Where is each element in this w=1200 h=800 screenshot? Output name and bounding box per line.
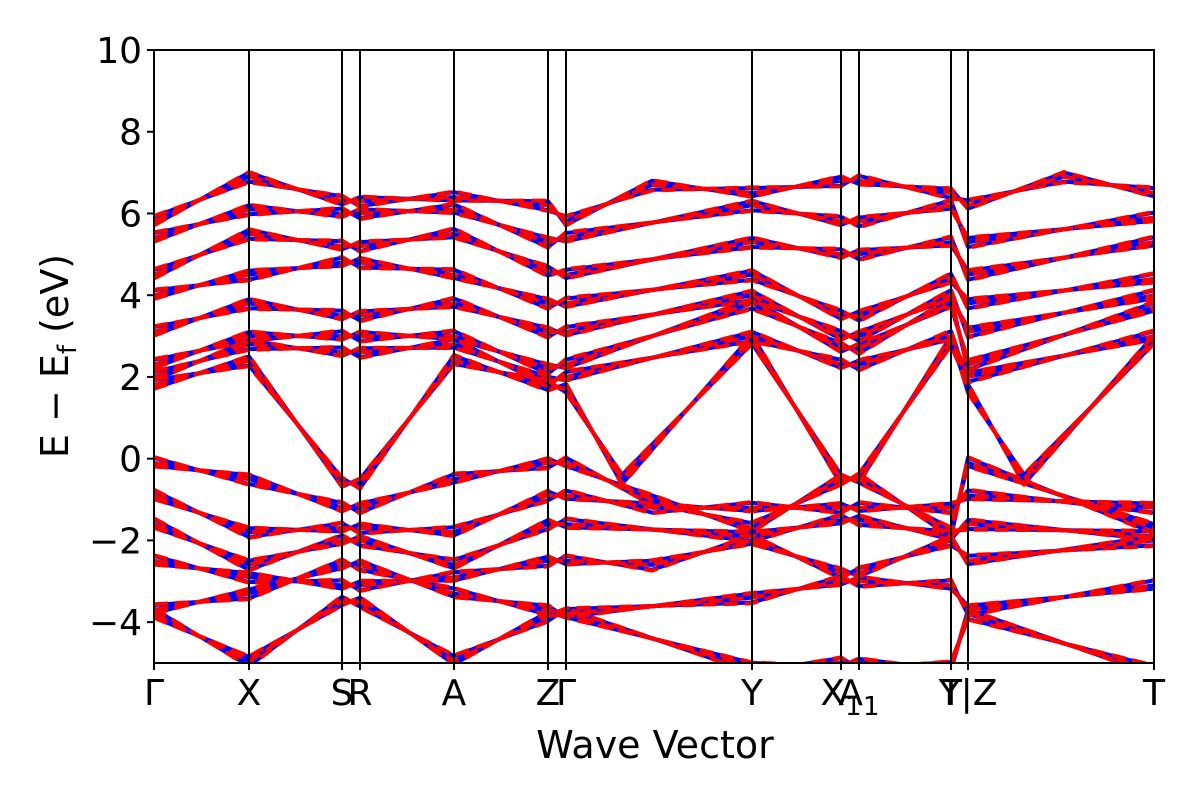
band-line-red-5-2 [154, 456, 1154, 534]
kpoint-lines [248, 50, 969, 663]
x-tick-label-11: Y|Z [938, 673, 998, 714]
band-line-red-2-2 [154, 533, 1154, 592]
y-tick-label-2: 0 [119, 440, 142, 481]
x-tick-label-5: Z [536, 673, 561, 714]
x-tick-label-1: X [237, 673, 262, 714]
x-tick-label-12: T [1142, 673, 1166, 714]
band-line-red-13-2 [154, 170, 1154, 228]
y-tick-label-7: 10 [96, 31, 142, 72]
band-line-red-6-0 [154, 338, 1154, 486]
y-axis-label-sub: f [53, 344, 83, 354]
band-line-red-12-2 [154, 198, 1154, 244]
y-tick-label-5: 6 [119, 194, 142, 235]
band-line-red-6-2 [154, 333, 1154, 489]
y-axis-label-unit: (eV) [33, 254, 77, 345]
y-tick-label-1: −2 [89, 521, 142, 562]
plot-area [153, 49, 1155, 664]
band-line-blue-0-0 [154, 599, 1135, 663]
x-tick-label-3: R [347, 673, 372, 714]
y-tick-label-0: −4 [89, 603, 142, 644]
x-tick-label-10: T [939, 673, 963, 714]
x-tick-label-6: Γ [556, 673, 576, 714]
y-axis: −4 −2 0 2 4 6 8 10 [89, 31, 154, 644]
plot-frame [153, 49, 1155, 664]
x-axis-label: Wave Vector [536, 723, 774, 767]
x-tick-label-2: S [331, 673, 354, 714]
x-tick-label-0: Γ [144, 673, 164, 714]
y-tick-label-3: 2 [119, 358, 142, 399]
band-line-red-5-1 [154, 455, 1154, 540]
y-tick-label-4: 4 [119, 276, 142, 317]
bands-group [154, 170, 1154, 663]
band-line-blue-13-2 [154, 170, 1154, 227]
x-tick-label-8: X1 [820, 673, 861, 722]
band-line-red-0-0 [154, 599, 1135, 663]
y-tick-label-6: 8 [119, 113, 142, 154]
band-line-red-13-0 [154, 174, 1154, 224]
x-tick-label-4: A [442, 673, 467, 714]
x-tick-label-7: Y [740, 673, 764, 714]
band-line-blue-6-0 [154, 338, 1154, 486]
y-axis-label-main: E − E [33, 354, 77, 458]
band-line-red-2-0 [154, 538, 1154, 588]
band-line-red-4-2 [154, 488, 1154, 538]
y-axis-label: E − Ef (eV) [33, 254, 83, 458]
x-tick-label-9: A1 [838, 673, 879, 722]
